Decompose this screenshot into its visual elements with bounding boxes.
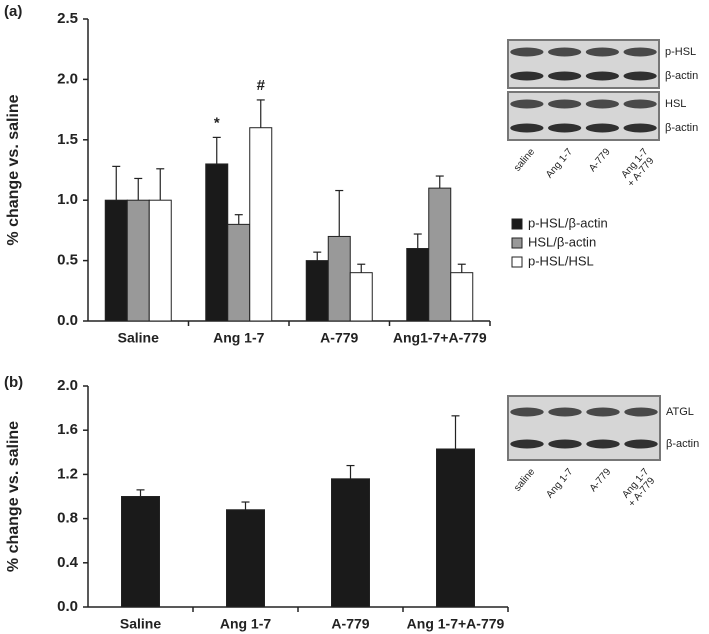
bar: [406, 248, 430, 322]
y-tick-label: 1.6: [57, 421, 78, 438]
bar: [205, 163, 229, 322]
y-tick-label: 2.5: [57, 10, 78, 27]
x-tick-label: Ang1-7+A-779: [393, 330, 487, 346]
panel-label: (a): [4, 3, 22, 20]
legend-swatch: [511, 256, 523, 268]
y-tick-label: 2.0: [57, 377, 78, 394]
blot-frame: [507, 395, 661, 461]
bar: [428, 187, 452, 322]
blot-band: [510, 123, 544, 133]
blot-band: [548, 71, 582, 81]
blot-band: [510, 407, 544, 417]
blot-band: [585, 99, 619, 109]
blot-band: [548, 123, 582, 133]
blot-frame: [507, 91, 660, 141]
y-tick-label: 1.2: [57, 465, 78, 482]
x-tick-label: Saline: [120, 616, 161, 632]
legend-swatch: [511, 237, 523, 249]
y-tick-label: 1.5: [57, 131, 78, 148]
blot-band: [585, 123, 619, 133]
x-tick-label: A-779: [331, 616, 369, 632]
blot-label: p-HSL: [665, 46, 696, 58]
legend-label: p-HSL/β-actin: [528, 215, 608, 230]
lane-label: Ang 1-7: [544, 146, 575, 180]
blot-band: [585, 71, 619, 81]
blot-band: [585, 47, 619, 57]
blot-band: [548, 47, 582, 57]
lane-label: A-779: [588, 466, 614, 494]
bar: [104, 199, 128, 322]
blot-band: [548, 407, 582, 417]
x-tick-label: Saline: [118, 330, 159, 346]
bar: [450, 272, 474, 322]
legend-label: p-HSL/HSL: [528, 253, 594, 268]
bar: [349, 272, 373, 322]
bar: [249, 127, 273, 322]
x-tick-label: Ang 1-7+A-779: [407, 616, 505, 632]
blot-band: [510, 99, 544, 109]
blot-band: [510, 439, 544, 449]
blot-band: [623, 99, 657, 109]
lane-label: saline: [512, 466, 538, 493]
bar: [305, 260, 329, 322]
annotation: #: [257, 77, 266, 94]
bar: [327, 235, 351, 322]
blot-band: [624, 407, 658, 417]
lane-label: Ang 1-7: [544, 466, 575, 500]
y-tick-label: 2.0: [57, 70, 78, 87]
blot-band: [586, 407, 620, 417]
y-tick-label: 0.8: [57, 510, 78, 527]
legend-swatch: [511, 218, 523, 230]
y-tick-label: 1.0: [57, 191, 78, 208]
blot-frame: [507, 39, 660, 89]
x-tick-label: Ang 1-7: [213, 330, 265, 346]
bar: [148, 199, 172, 322]
blot-label: β-actin: [665, 70, 698, 82]
blot-label: HSL: [665, 98, 686, 110]
bar: [436, 448, 475, 608]
blot-label: ATGL: [666, 406, 694, 418]
y-tick-label: 0.4: [57, 554, 79, 571]
blot-band: [510, 47, 544, 57]
blot-band: [586, 439, 620, 449]
bar: [126, 199, 150, 322]
lane-label: saline: [512, 146, 538, 173]
y-tick-label: 0.0: [57, 312, 78, 329]
blot-band: [510, 71, 544, 81]
x-tick-label: A-779: [320, 330, 358, 346]
blot-band: [623, 71, 657, 81]
annotation: *: [214, 114, 220, 131]
x-tick-label: Ang 1-7: [220, 616, 272, 632]
y-axis-label: % change vs. saline: [5, 94, 22, 245]
y-tick-label: 0.5: [57, 252, 78, 269]
blot-label: β-actin: [666, 438, 699, 450]
lane-label: A-779: [587, 146, 613, 174]
blot-band: [624, 439, 658, 449]
bar: [331, 478, 370, 608]
y-tick-label: 0.0: [57, 598, 78, 615]
blot-label: β-actin: [665, 122, 698, 134]
blot-band: [623, 123, 657, 133]
blot-band: [548, 99, 582, 109]
blot-band: [548, 439, 582, 449]
bar: [227, 223, 251, 322]
blot-band: [623, 47, 657, 57]
legend-label: HSL/β-actin: [528, 234, 596, 249]
bar: [226, 509, 265, 608]
y-axis-label: % change vs. saline: [5, 421, 22, 572]
bar: [121, 496, 160, 608]
panel-label: (b): [4, 374, 23, 391]
